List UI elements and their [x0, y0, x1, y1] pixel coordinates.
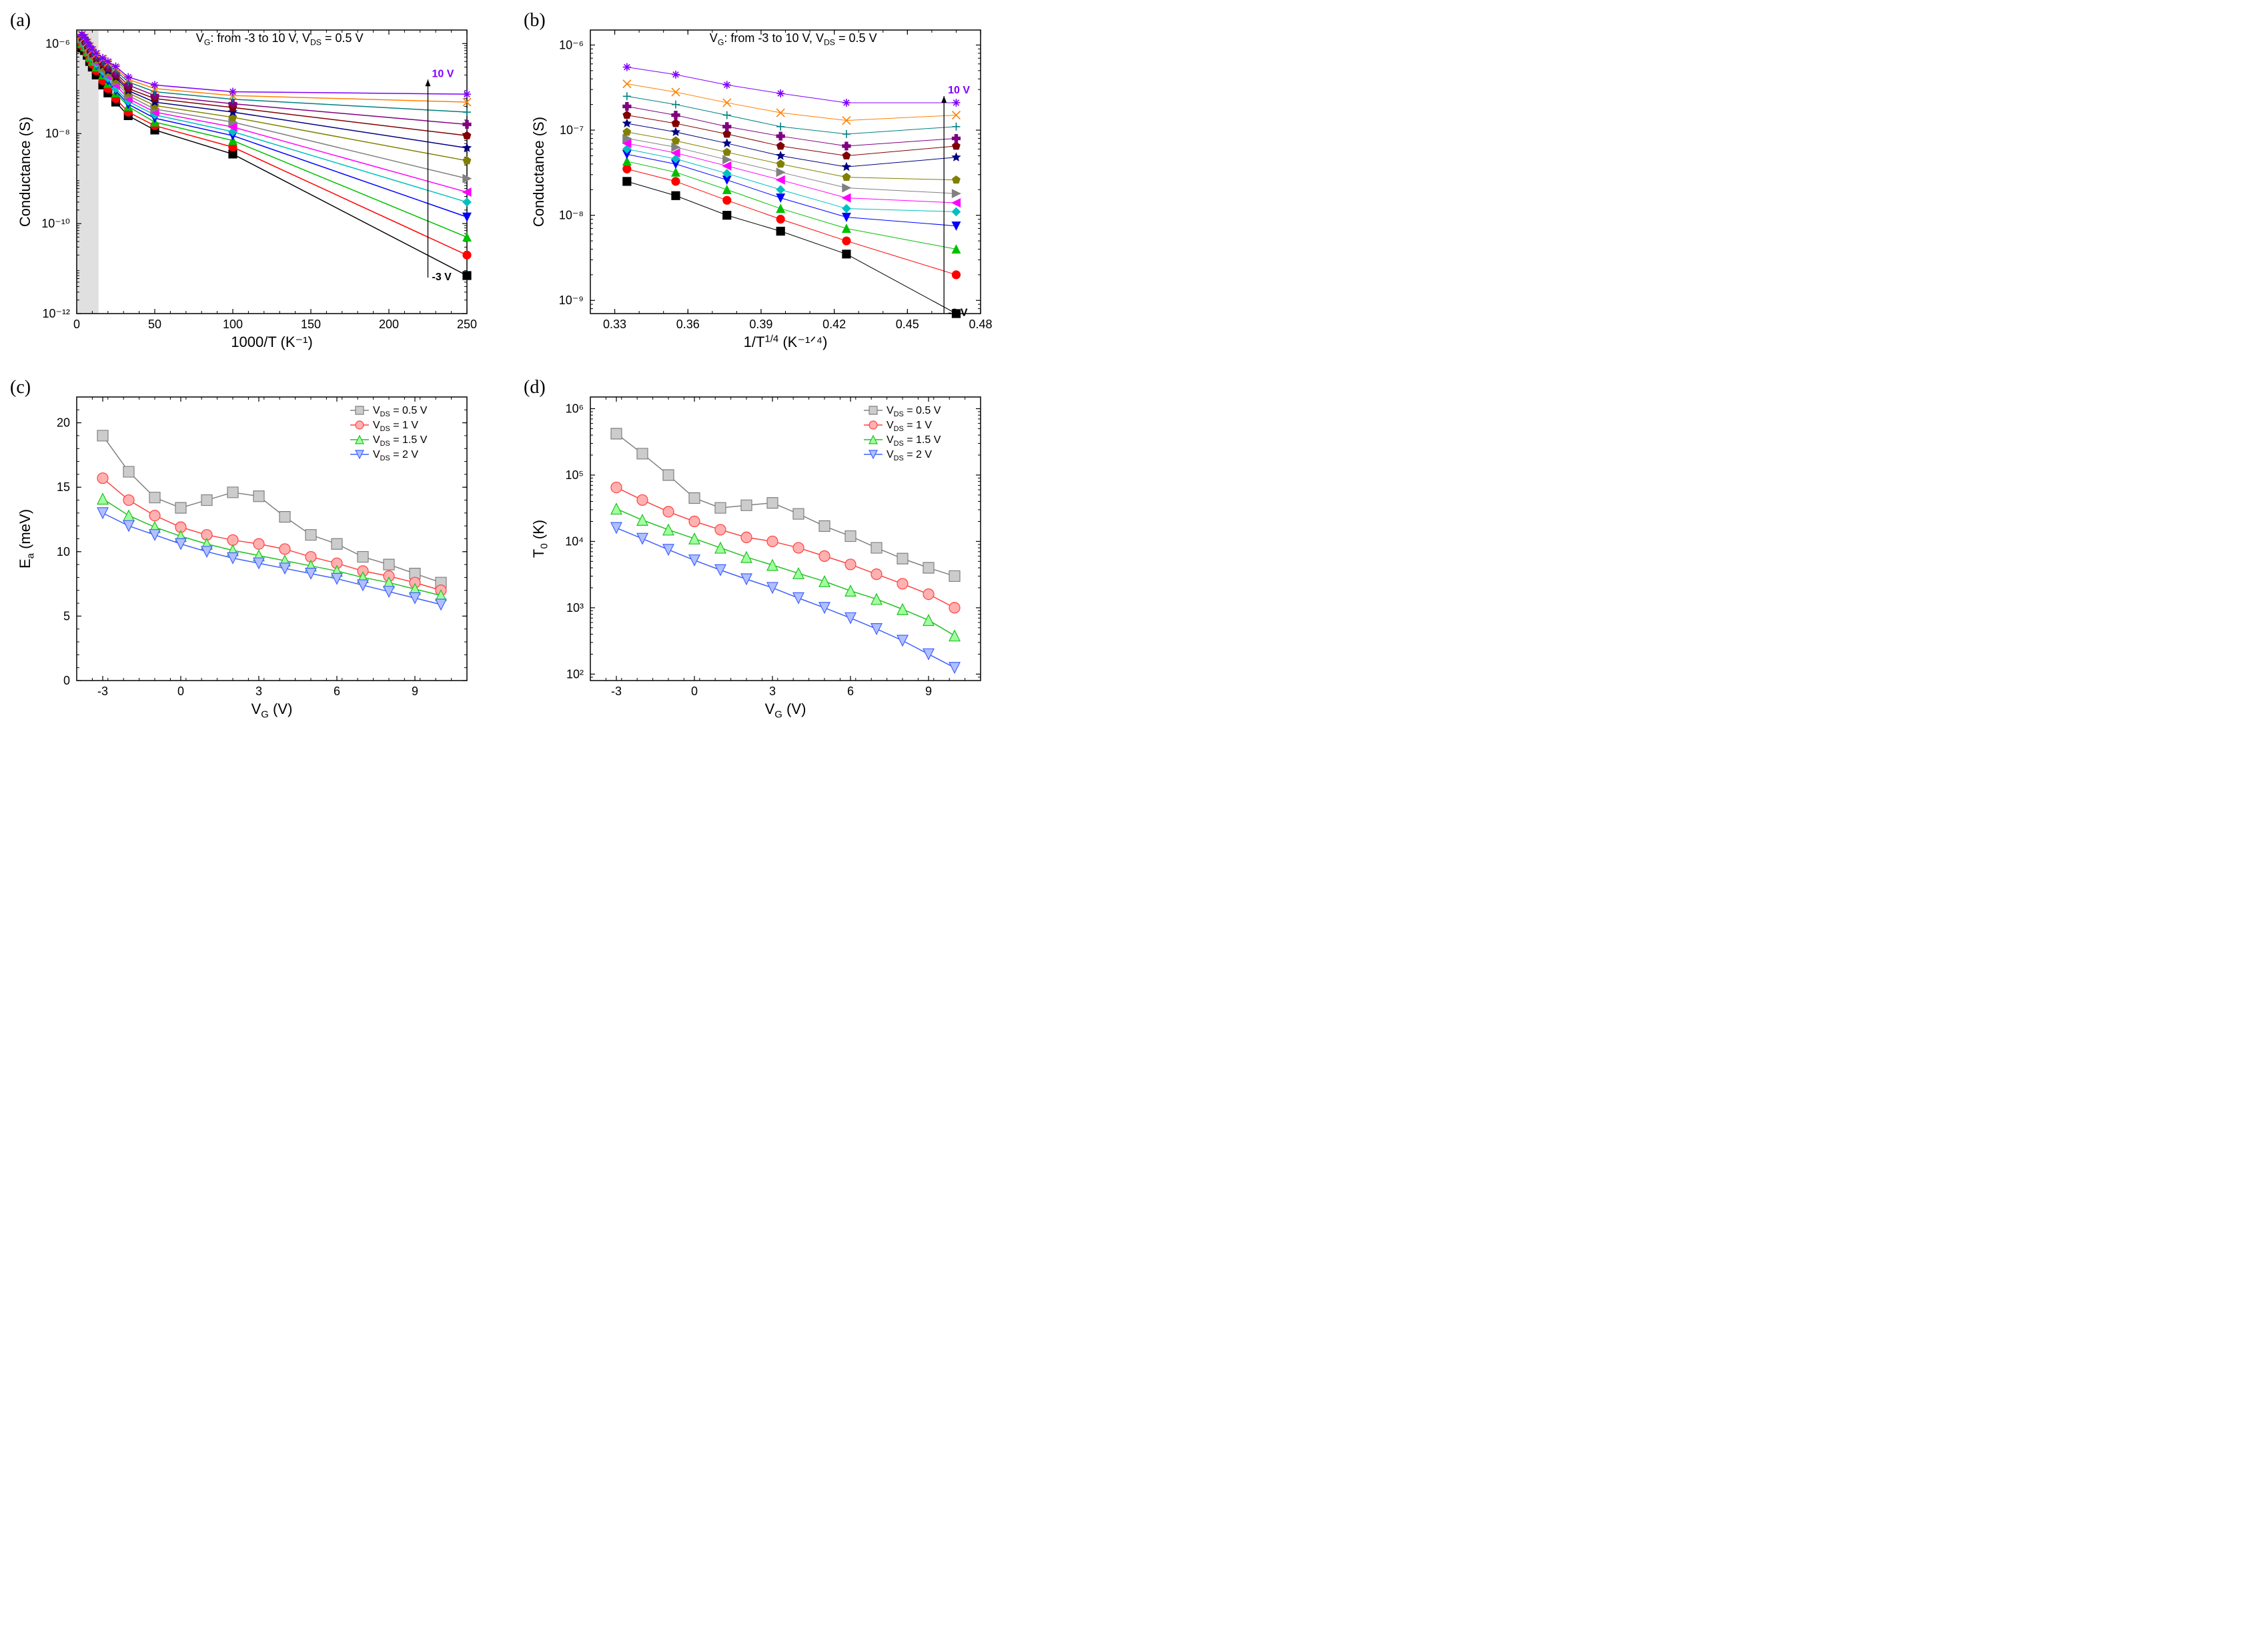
- svg-text:VDS​ = 1 V: VDS​ = 1 V: [373, 420, 418, 433]
- svg-text:20: 20: [57, 416, 70, 430]
- panel-d: (d) -3 0 3 6 9 10² 10³ 10⁴ 10⁵ 10⁶ VG​ (V) T0​ (K) V…: [527, 380, 1001, 727]
- svg-text:10⁻⁷: 10⁻⁷: [560, 123, 584, 137]
- svg-text:6: 6: [334, 685, 340, 698]
- svg-text:0.36: 0.36: [676, 318, 700, 331]
- svg-text:9: 9: [412, 685, 418, 698]
- svg-text:250: 250: [457, 318, 477, 331]
- svg-text:VG​ (V): VG​ (V): [251, 701, 293, 721]
- svg-text:150: 150: [301, 318, 321, 331]
- svg-text:10²: 10²: [566, 667, 584, 681]
- svg-text:9: 9: [925, 685, 932, 698]
- svg-text:-3 V: -3 V: [948, 307, 968, 318]
- svg-text:10⁻¹²: 10⁻¹²: [42, 307, 70, 320]
- svg-text:0.33: 0.33: [603, 318, 626, 331]
- svg-text:0: 0: [63, 674, 70, 687]
- svg-text:-3 V: -3 V: [432, 272, 452, 283]
- chart-a: 0 50 100 150 200 250 10⁻¹² 10⁻¹⁰ 10⁻⁸ 10⁻⁶ 1000/T …: [13, 13, 480, 360]
- svg-text:1/T1/4​ (K⁻¹ᐟ⁴): 1/T1/4​ (K⁻¹ᐟ⁴): [744, 333, 828, 350]
- panel-b-label: (b): [524, 10, 546, 31]
- svg-text:VDS​ = 1 V: VDS​ = 1 V: [887, 420, 932, 433]
- svg-text:0.48: 0.48: [969, 318, 992, 331]
- svg-text:10⁵: 10⁵: [566, 468, 584, 482]
- svg-text:10: 10: [57, 545, 70, 558]
- chart-b: 0.33 0.36 0.39 0.42 0.45 0.48 10⁻⁹ 10⁻⁸ 10⁻⁷ 10⁻⁶…: [527, 13, 994, 360]
- svg-text:10 V: 10 V: [432, 68, 454, 79]
- panel-a-label: (a): [10, 10, 31, 31]
- svg-text:5: 5: [63, 609, 70, 623]
- svg-text:VDS​ = 1.5 V: VDS​ = 1.5 V: [373, 434, 428, 448]
- svg-text:100: 100: [223, 318, 243, 331]
- svg-text:-3: -3: [611, 685, 622, 698]
- svg-text:0: 0: [691, 685, 698, 698]
- svg-text:6: 6: [847, 685, 854, 698]
- svg-text:10⁻⁶: 10⁻⁶: [559, 38, 584, 51]
- panel-b: (b) 0.33 0.36 0.39 0.42 0.45 0.48 10⁻⁹ 10⁻⁸ 10⁻⁷…: [527, 13, 1001, 360]
- svg-text:VG​ (V): VG​ (V): [765, 701, 806, 721]
- svg-text:VDS​ = 0.5 V: VDS​ = 0.5 V: [373, 405, 428, 418]
- svg-text:0: 0: [177, 685, 184, 698]
- svg-text:0.39: 0.39: [749, 318, 772, 331]
- svg-text:VDS​ = 2 V: VDS​ = 2 V: [887, 449, 932, 462]
- panel-a: (a) 0 50 100 150 200 250 10⁻¹² 10⁻¹⁰ 10⁻⁸ 10⁻⁶ 100…: [13, 13, 487, 360]
- panel-c: (c) -3 0 3 6 9 0 5 10 15 20 VG​ (V) Ea​ (meV) VDS​ =…: [13, 380, 487, 727]
- svg-text:10⁻¹⁰: 10⁻¹⁰: [41, 217, 70, 230]
- svg-text:0.42: 0.42: [822, 318, 846, 331]
- svg-text:3: 3: [769, 685, 776, 698]
- svg-text:Conductance (S): Conductance (S): [17, 117, 33, 227]
- svg-text:T0​ (K): T0​ (K): [530, 520, 550, 558]
- svg-text:0: 0: [73, 318, 80, 331]
- svg-text:Ea​ (meV): Ea​ (meV): [17, 509, 37, 568]
- svg-text:VDS​ = 1.5 V: VDS​ = 1.5 V: [887, 434, 941, 448]
- svg-text:VG​: from -3 to 10 V, VDS​ = 0: VG​: from -3 to 10 V, VDS​ = 0.5 V: [196, 31, 364, 47]
- svg-text:10 V: 10 V: [948, 85, 970, 96]
- svg-text:VG​: from -3 to 10 V, VDS​ = 0: VG​: from -3 to 10 V, VDS​ = 0.5 V: [710, 31, 877, 47]
- svg-text:10³: 10³: [566, 601, 584, 615]
- svg-text:10⁻⁶: 10⁻⁶: [45, 37, 70, 50]
- svg-text:3: 3: [255, 685, 262, 698]
- svg-text:10⁻⁸: 10⁻⁸: [559, 209, 584, 222]
- svg-text:0.45: 0.45: [896, 318, 919, 331]
- svg-text:Conductance (S): Conductance (S): [530, 117, 547, 227]
- svg-text:50: 50: [148, 318, 161, 331]
- svg-text:1000/T (K⁻¹): 1000/T (K⁻¹): [231, 334, 313, 350]
- chart-d: -3 0 3 6 9 10² 10³ 10⁴ 10⁵ 10⁶ VG​ (V) T0​ (K) VDS​ …: [527, 380, 994, 727]
- svg-text:-3: -3: [97, 685, 108, 698]
- panel-d-label: (d): [524, 377, 546, 398]
- svg-text:10⁻⁹: 10⁻⁹: [559, 294, 584, 307]
- figure-grid: (a) 05010015020025010⁻¹²10⁻¹⁰10⁻⁸10⁻⁶100…: [13, 13, 1001, 727]
- svg-text:10⁴: 10⁴: [565, 534, 584, 548]
- svg-text:VDS​ = 0.5 V: VDS​ = 0.5 V: [887, 405, 941, 418]
- chart-c: -3 0 3 6 9 0 5 10 15 20 VG​ (V) Ea​ (meV) VDS​ = 0.5…: [13, 380, 480, 727]
- svg-text:VDS​ = 2 V: VDS​ = 2 V: [373, 449, 418, 462]
- svg-text:10⁶: 10⁶: [566, 402, 584, 416]
- svg-text:200: 200: [379, 318, 399, 331]
- svg-text:15: 15: [57, 480, 70, 494]
- panel-c-label: (c): [10, 377, 31, 398]
- svg-text:10⁻⁸: 10⁻⁸: [45, 127, 70, 140]
